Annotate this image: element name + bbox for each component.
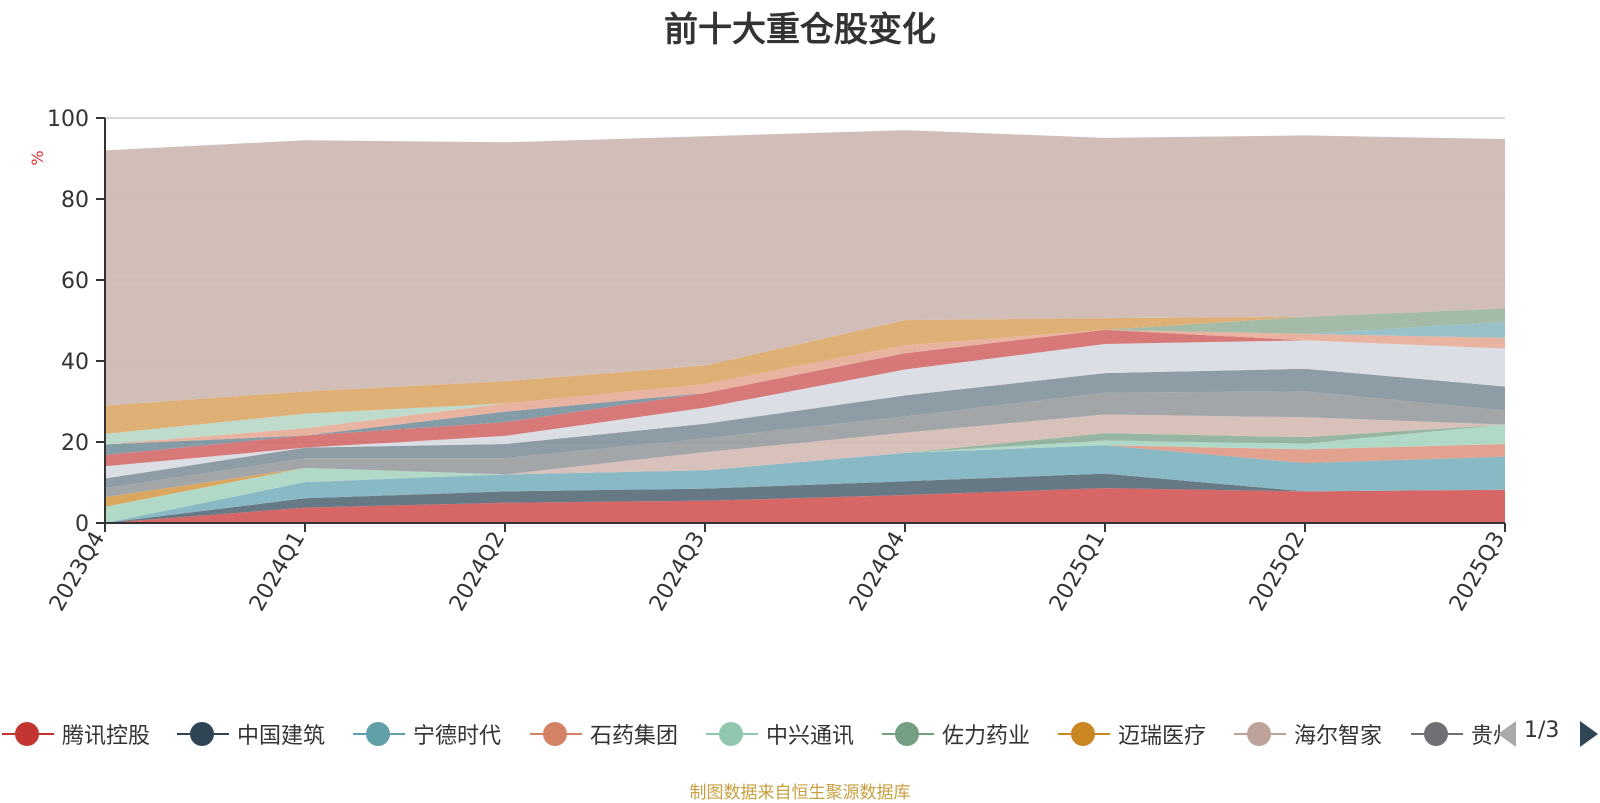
area-series-美的集团[interactable] <box>105 368 1505 489</box>
legend-dot-icon <box>719 722 743 746</box>
legend-label: 迈瑞医疗 <box>1118 724 1207 749</box>
area-series-恒瑞医药[interactable] <box>105 321 1505 445</box>
legend-dot-icon <box>366 722 390 746</box>
legend-label: 贵州茅台 <box>1471 724 1500 749</box>
area-series-长江电力[interactable] <box>105 329 1505 445</box>
area-series-其他[interactable] <box>105 130 1505 406</box>
legend-item[interactable]: 海尔智家 <box>1234 712 1406 756</box>
area-series-贵州茅台[interactable] <box>105 391 1505 498</box>
area-series-招商银行[interactable] <box>105 340 1505 479</box>
area-series-宁德时代[interactable] <box>105 445 1505 523</box>
legend-page-indicator: 1/3 <box>1524 718 1560 743</box>
legend-item[interactable]: 腾讯控股 <box>2 712 174 756</box>
y-tick-label: 80 <box>61 188 89 213</box>
y-tick-label: 40 <box>61 350 89 375</box>
x-tick-label: 2024Q1 <box>245 528 310 616</box>
legend-label: 宁德时代 <box>413 724 502 749</box>
area-series <box>105 130 1505 523</box>
x-tick-label: 2024Q4 <box>845 528 910 616</box>
legend-next-page-icon[interactable] <box>1580 721 1598 747</box>
legend-item[interactable]: 迈瑞医疗 <box>1058 712 1230 756</box>
legend-item[interactable]: 佐力药业 <box>882 712 1054 756</box>
x-tick-label: 2025Q1 <box>1045 528 1110 616</box>
area-series-中国建筑[interactable] <box>105 473 1505 523</box>
area-series-腾讯控股[interactable] <box>105 488 1505 523</box>
x-tick-label: 2024Q3 <box>645 528 710 616</box>
legend-item[interactable]: 贵州茅台 <box>1411 712 1500 756</box>
area-series-比亚迪[interactable] <box>105 321 1505 445</box>
y-tick-label: 0 <box>75 512 89 537</box>
chart-title: 前十大重仓股变化 <box>664 10 936 50</box>
legend-label: 佐力药业 <box>942 724 1031 749</box>
area-series-海尔智家[interactable] <box>105 414 1505 498</box>
legend-label: 中兴通讯 <box>766 724 855 749</box>
legend-dot-icon <box>15 722 39 746</box>
x-tick-label: 2025Q2 <box>1245 528 1310 616</box>
area-series-万华化学[interactable] <box>105 308 1505 434</box>
legend-label: 中国建筑 <box>237 724 326 749</box>
area-series-中兴通讯[interactable] <box>105 424 1505 523</box>
x-tick-label: 2024Q2 <box>445 528 510 616</box>
legend-dot-icon <box>1071 722 1095 746</box>
y-tick-label: 20 <box>61 431 89 456</box>
legend-dot-icon <box>895 722 919 746</box>
legend: 腾讯控股 中国建筑 宁德时代 石药集团 中兴通讯 佐力药业 迈瑞医疗 海尔智家 贵州茅台 <box>0 712 1500 756</box>
area-series-石药集团[interactable] <box>105 444 1505 523</box>
area-series-中国平安[interactable] <box>105 329 1505 455</box>
area-series-伊利股份[interactable] <box>105 308 1505 434</box>
legend-pager: 1/3 <box>1498 712 1598 756</box>
x-tick-label: 2023Q4 <box>45 528 110 616</box>
legend-dot-icon <box>190 722 214 746</box>
y-tick-label: 100 <box>47 107 89 132</box>
legend-item[interactable]: 石药集团 <box>530 712 702 756</box>
legend-item[interactable]: 中兴通讯 <box>706 712 878 756</box>
legend-dot-icon <box>1424 722 1448 746</box>
y-tick-label: 60 <box>61 269 89 294</box>
legend-item[interactable]: 宁德时代 <box>353 712 525 756</box>
legend-item[interactable]: 中国建筑 <box>177 712 349 756</box>
legend-dot-icon <box>543 722 567 746</box>
legend-label: 海尔智家 <box>1294 724 1383 749</box>
area-series-紫金矿业[interactable] <box>105 329 1505 467</box>
x-tick-label: 2025Q3 <box>1445 528 1510 616</box>
legend-prev-page-icon[interactable] <box>1498 721 1516 747</box>
source-note: 制图数据来自恒生聚源数据库 <box>689 783 911 803</box>
legend-label: 石药集团 <box>590 724 679 749</box>
legend-label: 腾讯控股 <box>62 724 151 749</box>
legend-dot-icon <box>1247 722 1271 746</box>
y-axis-unit-label: % <box>28 150 47 165</box>
